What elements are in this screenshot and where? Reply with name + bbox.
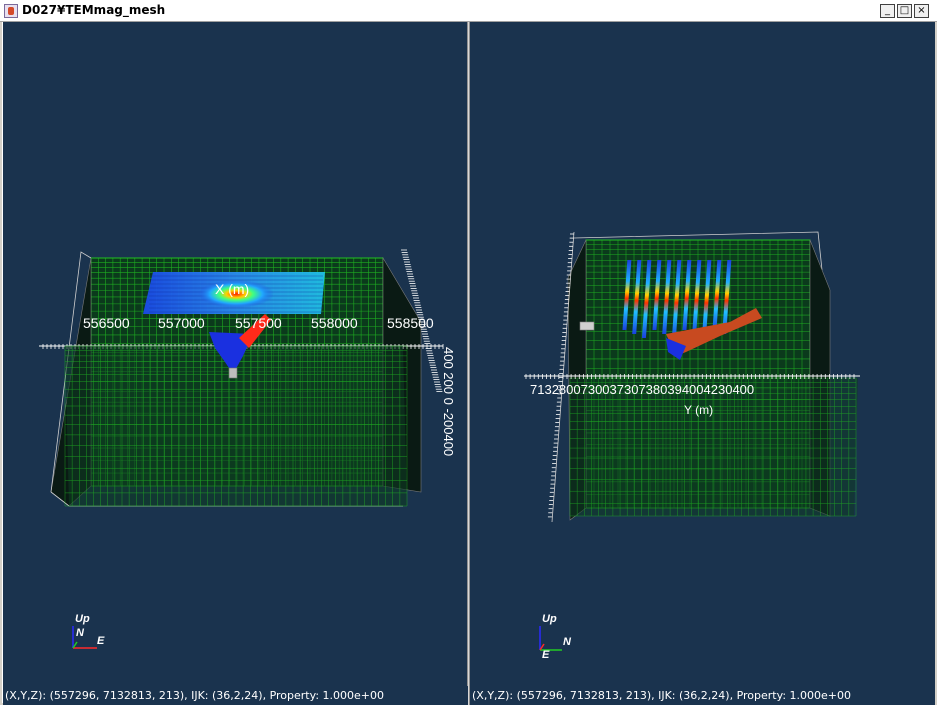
left-mesh-scene[interactable]: X (m) 556500 557000 557500 558000 558500 400… [3, 22, 468, 687]
viewport-splitter[interactable] [467, 22, 470, 705]
anomaly-profile-bar [671, 260, 682, 338]
z-axis-tick-labels: 400 200 0 -200400 [441, 347, 456, 456]
anomaly-profile-bar [692, 260, 702, 334]
close-button[interactable]: × [914, 4, 929, 18]
window-title: D027¥TEMmag_mesh [22, 3, 166, 17]
left-status-readout: (X,Y,Z): (557296, 7132813, 213), IJK: (3… [3, 686, 468, 705]
orient-e-label: E [97, 635, 105, 647]
anomaly-profile-bar [622, 260, 632, 330]
right-mesh-scene[interactable]: 7132800730037307380394004230400 Y (m) Up… [470, 22, 935, 687]
x-tick-label: 558500 [387, 315, 434, 331]
y-axis-tick-labels: 7132800730037307380394004230400 [530, 382, 754, 397]
anomaly-profile-bar [701, 260, 712, 338]
orient-e-label: E [542, 649, 550, 661]
right-status-readout: (X,Y,Z): (557296, 7132813, 213), IJK: (3… [470, 686, 935, 705]
left-3d-viewport[interactable]: X (m) 556500 557000 557500 558000 558500 400… [3, 22, 468, 687]
anomaly-profile-bar [722, 260, 732, 334]
anomaly-profile-bar [682, 260, 692, 330]
x-tick-label: 558000 [311, 315, 358, 331]
x-tick-label: 557000 [158, 315, 205, 331]
maximize-button[interactable]: □ [897, 4, 912, 18]
java-app-icon [4, 4, 18, 18]
anomaly-profile-bar [712, 260, 722, 330]
minimize-button[interactable]: _ [880, 4, 895, 18]
orient-up-label: Up [542, 613, 557, 625]
orientation-widget-right: Up N E [539, 613, 572, 661]
orientation-widget: Up N E [72, 613, 105, 649]
x-tick-label: 556500 [83, 315, 130, 331]
anomaly-profile-bar [632, 260, 642, 334]
right-3d-viewport[interactable]: 7132800730037307380394004230400 Y (m) Up… [470, 22, 935, 687]
anomaly-profile-bar [641, 260, 652, 338]
orient-n-label: N [563, 636, 572, 648]
orient-n-label: N [76, 627, 85, 639]
anomaly-profile-bar [662, 260, 672, 334]
window-titlebar: D027¥TEMmag_mesh _ □ × [0, 0, 937, 22]
x-tick-label: 557500 [235, 315, 282, 331]
anomaly-profile-bar [652, 260, 662, 330]
x-axis-title: X (m) [215, 281, 249, 297]
y-axis-title: Y (m) [684, 403, 713, 417]
orient-up-label: Up [75, 613, 90, 625]
